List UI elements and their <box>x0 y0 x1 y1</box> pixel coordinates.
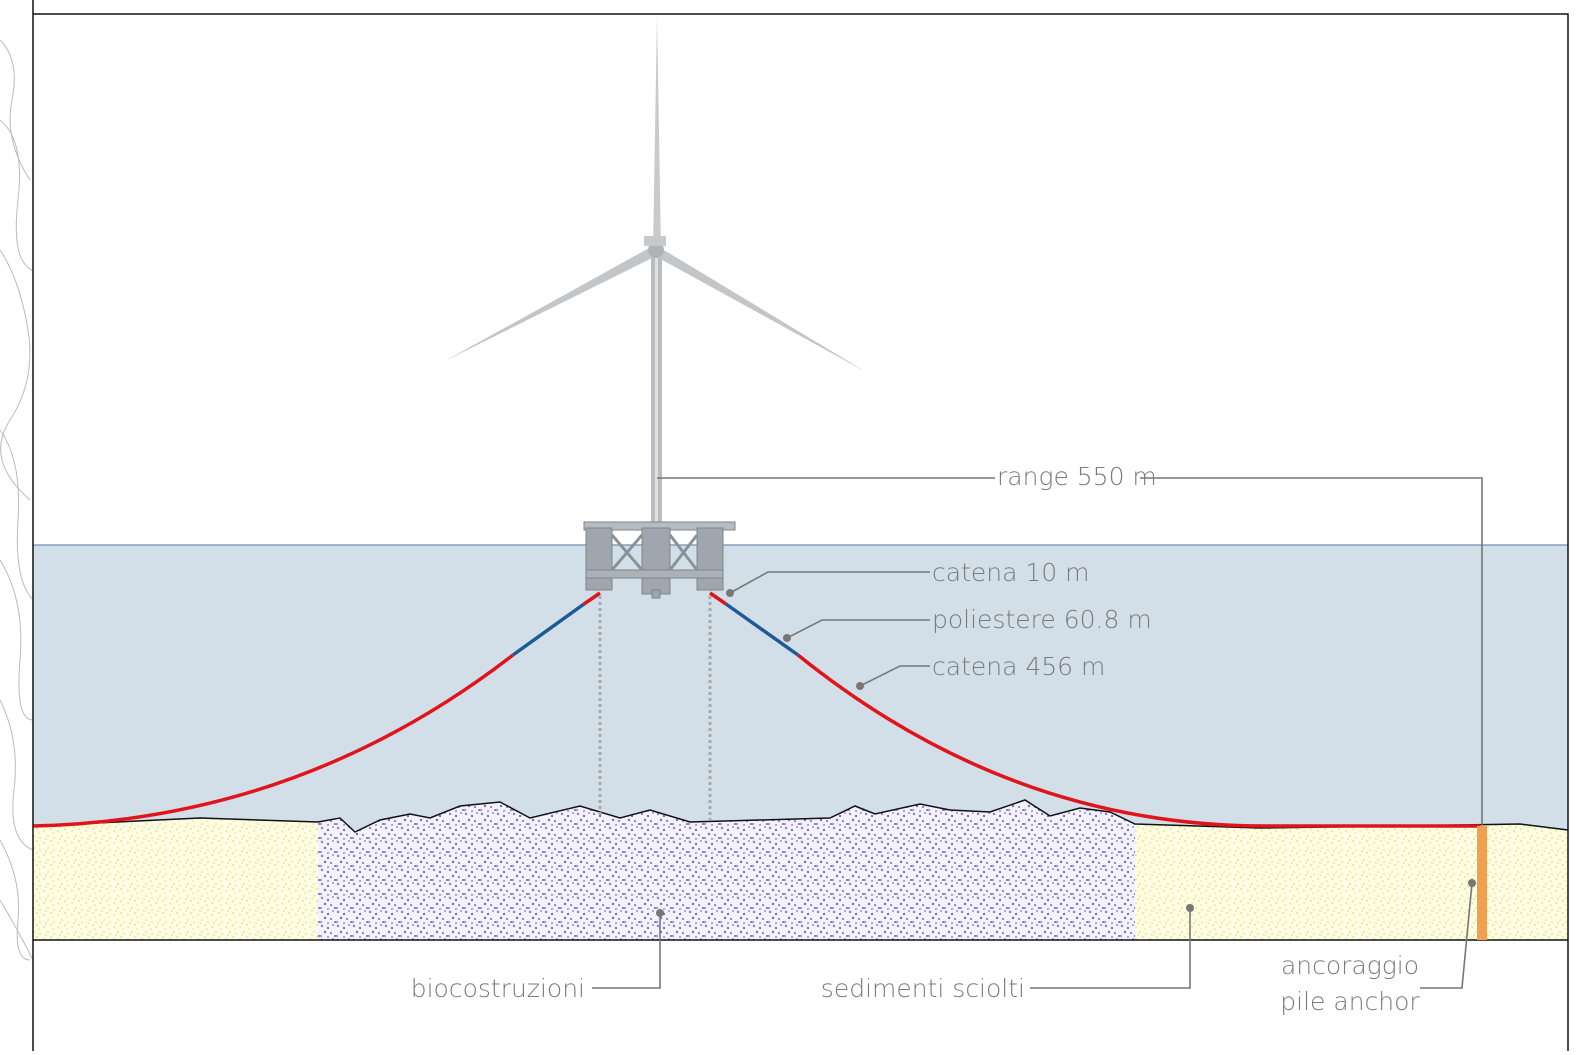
chain-bottom-label: catena 456 m <box>932 652 1105 681</box>
platform <box>583 521 736 599</box>
sediment-right <box>1135 824 1568 940</box>
contours <box>0 39 34 961</box>
anchor-label: ancoraggio <box>1281 951 1419 980</box>
mooring-right <box>709 591 1480 828</box>
chain-top-label: catena 10 m <box>932 558 1089 587</box>
bio-label: biocostruzioni <box>411 974 585 1003</box>
polyester-label: poliestere 60.8 m <box>932 605 1152 634</box>
water <box>33 545 1568 830</box>
pile-anchor <box>1477 826 1487 940</box>
range-label: range 550 m <box>997 462 1157 491</box>
anchor-label: pile anchor <box>1280 987 1420 1016</box>
seabed-line <box>32 799 1569 833</box>
sediments-label: sedimenti sciolti <box>821 974 1025 1003</box>
turbine <box>443 15 866 530</box>
leaders <box>592 477 1483 989</box>
tethers <box>598 596 712 820</box>
frame <box>32 0 1569 1051</box>
mooring-left <box>32 591 601 828</box>
sediment-left <box>33 818 318 940</box>
biocostructions <box>318 800 1135 940</box>
